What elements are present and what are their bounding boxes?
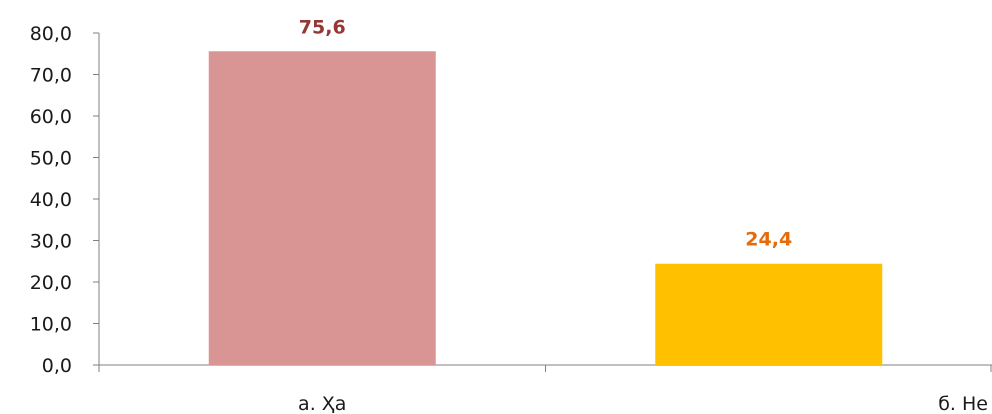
bar (655, 263, 883, 365)
bars (208, 51, 883, 365)
category-labels: а. Ҳа б. Не (298, 393, 988, 414)
category-label: б. Не (938, 393, 988, 414)
y-tick-label: 10,0 (30, 314, 72, 336)
y-tick-label: 0,0 (42, 355, 72, 377)
data-labels: 75,6 24,4 (299, 16, 792, 250)
y-axis: 0,0 10,0 20,0 30,0 40,0 50,0 60,0 70,0 80,0 (30, 23, 100, 377)
y-tick-label: 50,0 (30, 148, 72, 170)
data-label: 24,4 (745, 229, 792, 251)
y-tick-label: 20,0 (30, 272, 72, 294)
y-tick-label: 30,0 (30, 231, 72, 253)
y-tick-label: 80,0 (30, 23, 72, 45)
y-tick-label: 60,0 (30, 106, 72, 128)
data-label: 75,6 (299, 16, 346, 38)
category-label: а. Ҳа (298, 393, 346, 414)
y-tick-label: 40,0 (30, 189, 72, 211)
bar (208, 51, 436, 365)
y-tick-label: 70,0 (30, 65, 72, 87)
x-axis (98, 364, 992, 372)
